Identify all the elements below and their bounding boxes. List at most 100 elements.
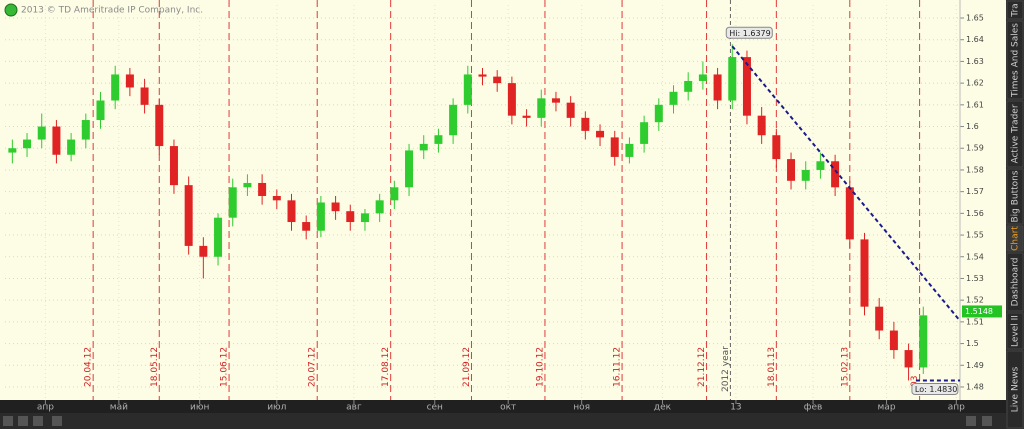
y-tick-label: 1.61 [966,100,984,109]
candle-body [390,187,399,201]
y-tick-label: 1.59 [966,144,984,153]
candle-body [860,239,869,307]
scroll-buttons [3,416,992,426]
sidebar-tab[interactable] [1006,350,1024,429]
candle-body [96,100,105,121]
candle-body [8,148,17,153]
candle-body [199,245,208,257]
sidebar-tab-label: Chart [1011,226,1021,251]
candle-body [742,57,751,116]
copyright: 2013 © TD Ameritrade IP Company, Inc. [21,6,203,16]
candle-body [228,187,237,218]
x-tick-label: фев [804,403,823,413]
x-tick-label: ноя [573,403,590,413]
last-price-box [962,305,1002,318]
x-tick-label: окт [500,403,516,413]
candle-body [772,135,781,160]
candle-body [610,137,619,157]
scrollbar[interactable] [0,413,1006,429]
candle-body [845,187,854,240]
sidebar-tab[interactable] [1006,312,1024,350]
candle-body [67,139,76,155]
candle-body [728,57,737,101]
hi-label: Hi: 1.6379 [729,29,770,38]
x-tick-label: май [110,403,128,413]
x-tick-label: апр [948,403,965,413]
candle-body [757,115,766,136]
scroll-button[interactable] [3,416,13,426]
candle-body [596,130,605,138]
candle-body [302,222,311,231]
sidebar-tab[interactable] [1006,225,1024,252]
candle-body [684,80,693,92]
event-label: 18.01.13 [767,347,777,387]
event-label: 17.08.12 [381,347,391,387]
candle-body [816,161,825,170]
y-tick-label: 1.49 [966,361,984,370]
candle-body [581,117,590,131]
event-label: 18.05.12 [150,347,160,387]
y-tick-label: 1.53 [966,274,984,283]
candle-body [625,143,634,157]
event-label: 16.11.12 [613,347,623,387]
scroll-button[interactable] [18,416,28,426]
lo-label: Lo: 1.4830 [915,385,957,394]
info-icon[interactable] [4,3,18,17]
y-tick-label: 1.56 [966,209,984,218]
scroll-button[interactable] [982,416,992,426]
x-tick-label: мар [878,403,896,413]
candle-body [904,350,913,368]
x-tick-label: июл [267,403,286,413]
candle-body [155,104,164,147]
scroll-button[interactable] [966,416,976,426]
candle-body [331,202,340,212]
sidebar-tab[interactable] [1006,252,1024,312]
scroll-button[interactable] [33,416,43,426]
y-tick-label: 1.64 [966,35,984,44]
y-tick-label: 1.52 [966,296,984,305]
trendline [731,45,961,322]
sidebar-tab-label: Active Trader [1011,104,1021,163]
candle-body [493,76,502,84]
sidebar-tab[interactable] [1006,168,1024,225]
candle-body [463,74,472,105]
sidebar-tab-label: Tra [1011,3,1021,17]
x-tick-label: сен [427,403,443,413]
candle-body [801,169,810,181]
x-tick-label: 13 [730,403,741,413]
candle-body [831,161,840,188]
candle-body [419,143,428,151]
candle-body [360,213,369,223]
event-label: 21.09.12 [462,347,472,387]
candle-body [698,74,707,81]
sidebar-tab[interactable] [1006,100,1024,168]
candle-body [214,217,223,257]
sidebar-tab[interactable] [1006,0,1024,20]
candle-body [23,139,32,149]
sidebar-tab-label: Dashboard [1011,258,1021,307]
candle-body [875,306,884,331]
event-label: 21.12.12 [697,347,707,387]
y-tick-label: 1.58 [966,165,984,174]
y-tick-label: 1.63 [966,57,984,66]
candle-body [169,146,178,186]
y-tick-label: 1.55 [966,231,984,240]
sidebar-tab[interactable] [1006,20,1024,100]
candle-body [551,98,560,103]
event-label: 20.07.12 [308,347,318,387]
sidebar-tab-label: Level II [1011,315,1021,347]
candle-body [713,74,722,101]
scroll-button[interactable] [52,416,62,426]
event-label: 15.06.12 [220,347,230,387]
plot-background [0,0,1006,400]
candle-body [346,211,355,223]
candle-body [522,115,531,118]
candle-body [405,150,414,188]
event-label: 20.04.12 [84,347,94,387]
hi-marker [725,26,773,39]
y-tick-label: 1.54 [966,252,984,261]
x-tick-label: апр [37,403,54,413]
y-tick-label: 1.57 [966,187,984,196]
